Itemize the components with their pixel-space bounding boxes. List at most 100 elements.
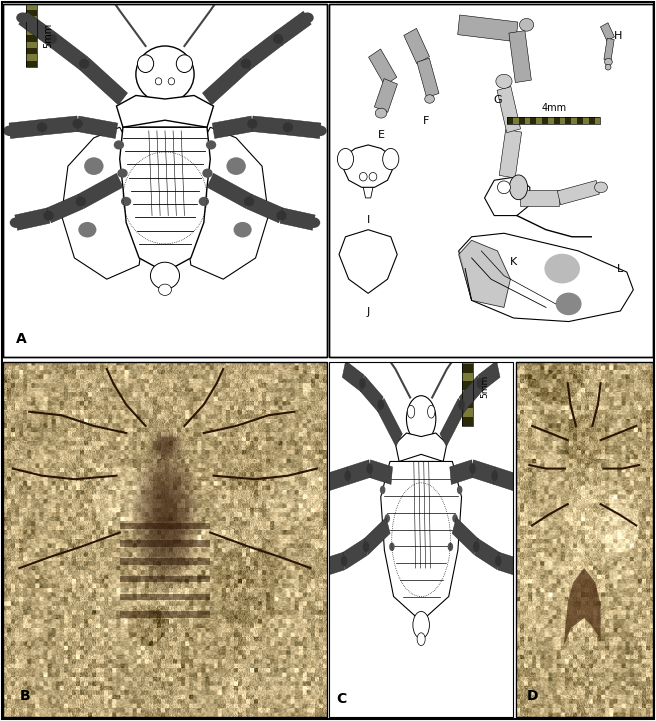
Ellipse shape [496,74,512,89]
Polygon shape [475,539,500,570]
Bar [26,61,37,67]
Ellipse shape [314,125,327,136]
Polygon shape [139,127,191,159]
Ellipse shape [234,222,252,237]
Bar [462,381,472,390]
Ellipse shape [283,123,293,132]
Polygon shape [48,32,88,70]
Ellipse shape [363,541,369,552]
Ellipse shape [138,55,154,73]
Ellipse shape [244,197,255,206]
Polygon shape [46,194,83,223]
Polygon shape [452,518,478,554]
Polygon shape [274,12,311,45]
Bar [26,17,37,22]
Bar [462,363,472,373]
Ellipse shape [43,211,54,221]
Polygon shape [77,116,117,138]
Ellipse shape [168,78,174,85]
Polygon shape [247,194,284,223]
Polygon shape [369,460,392,485]
Bar [554,118,560,124]
Ellipse shape [47,34,57,44]
Ellipse shape [594,182,607,193]
Ellipse shape [407,405,415,418]
Text: F: F [423,116,430,125]
Ellipse shape [380,486,385,494]
Ellipse shape [428,405,435,418]
Bar [462,390,472,399]
Text: L: L [617,264,623,274]
Ellipse shape [359,378,365,389]
Ellipse shape [121,197,131,206]
Ellipse shape [510,175,527,200]
Polygon shape [600,23,615,41]
Polygon shape [280,208,315,230]
Polygon shape [380,461,462,622]
Ellipse shape [301,12,314,23]
Ellipse shape [273,34,283,44]
Bar [26,42,37,48]
Bar [26,4,37,10]
Bar [531,118,537,124]
Bar [577,118,583,124]
Polygon shape [364,518,390,554]
Polygon shape [509,30,531,83]
Ellipse shape [497,181,510,194]
Polygon shape [472,460,495,485]
Bar [462,355,472,363]
Polygon shape [497,552,521,577]
Bar [26,48,37,55]
Ellipse shape [176,55,192,73]
Bar [329,4,653,357]
Ellipse shape [155,78,162,85]
Polygon shape [62,127,146,279]
Bar [26,4,37,67]
Ellipse shape [241,58,251,68]
Ellipse shape [375,108,387,118]
Ellipse shape [459,399,465,410]
Bar [119,593,211,600]
Polygon shape [369,49,397,86]
Ellipse shape [247,119,257,128]
Ellipse shape [337,149,354,169]
Bar [119,611,211,618]
Polygon shape [325,467,348,492]
Bar [583,118,588,124]
Bar [119,558,211,565]
Bar [119,576,211,583]
Ellipse shape [202,169,213,178]
Polygon shape [252,116,289,135]
Ellipse shape [491,470,498,481]
Polygon shape [497,87,521,133]
Polygon shape [360,376,383,412]
Ellipse shape [3,125,16,136]
Bar [462,346,472,426]
Ellipse shape [307,217,320,228]
Text: D: D [527,689,538,703]
Ellipse shape [117,169,128,178]
Ellipse shape [79,58,89,68]
Ellipse shape [136,46,194,102]
Polygon shape [396,433,447,461]
Ellipse shape [359,172,367,181]
Ellipse shape [477,378,483,389]
Ellipse shape [520,19,534,31]
Bar [548,118,554,124]
Ellipse shape [407,396,436,442]
Bar [26,29,37,35]
Bar [571,118,577,124]
Ellipse shape [556,293,582,315]
Ellipse shape [226,157,246,175]
Polygon shape [499,130,522,178]
Bar [525,118,531,124]
Ellipse shape [206,141,216,149]
Polygon shape [342,539,367,570]
Bar [542,118,548,124]
Polygon shape [494,467,518,492]
Ellipse shape [389,542,395,551]
Ellipse shape [37,123,47,132]
Ellipse shape [469,329,476,337]
Bar [462,346,472,355]
Ellipse shape [452,514,458,523]
